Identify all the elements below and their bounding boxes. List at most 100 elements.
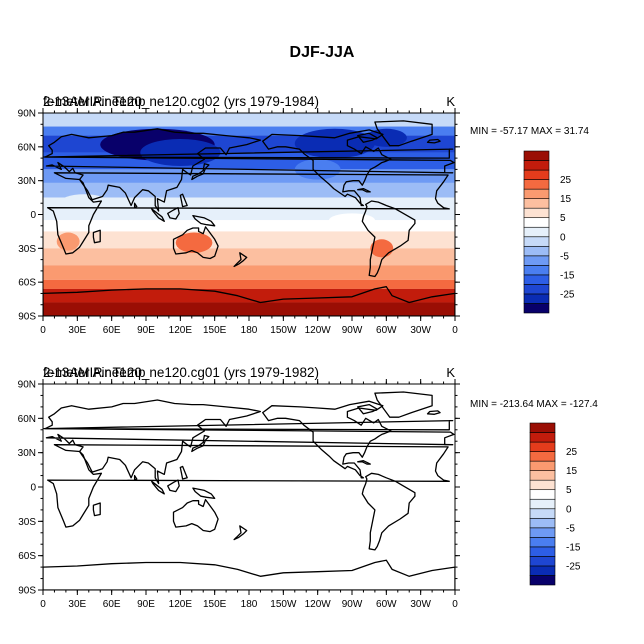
x-tick-label: 150W xyxy=(270,325,297,336)
coastline-iceland xyxy=(426,138,441,144)
y-tick-label: 60N xyxy=(18,142,36,153)
y-tick-label: 0 xyxy=(30,210,36,221)
x-tick-label: 90E xyxy=(137,599,155,610)
min-max-label: MIN = -57.17 MAX = 31.74 xyxy=(470,126,589,137)
y-tick-label: 30N xyxy=(18,448,36,459)
contour-region-1 xyxy=(140,138,221,167)
coastline-new-zealand xyxy=(233,525,248,541)
colorbar-box xyxy=(523,217,550,228)
contour-band-11 xyxy=(43,279,455,289)
x-tick-label: 120E xyxy=(169,325,193,336)
coastline-baffin-island xyxy=(357,403,378,415)
colorbar-box xyxy=(523,293,550,304)
x-tick-label: 60W xyxy=(376,325,397,336)
colorbar-box xyxy=(523,255,550,266)
panel-title-2: fe13AMIP.ne120_ne120.cg01 (yrs 1979-1982… xyxy=(43,365,319,380)
colorbar-label: 25 xyxy=(566,447,578,458)
coastlines xyxy=(43,120,455,316)
colorbar-box xyxy=(529,508,556,519)
coastline-new-guinea xyxy=(192,214,216,227)
coastline-europe-asia xyxy=(44,399,455,485)
colorbar-label: 0 xyxy=(566,504,572,515)
x-axis: 0 30E 60E 90E 120E 150E 180 150W 120W 90W 60W 30W 0 xyxy=(40,379,458,610)
x-tick-label: 60E xyxy=(103,325,121,336)
x-tick-label: 0 xyxy=(452,325,458,336)
contour-region-2 xyxy=(294,128,375,159)
coastline-antarctica xyxy=(43,286,455,316)
x-tick-label: 30E xyxy=(68,325,86,336)
coastline-new-zealand xyxy=(233,252,248,268)
coastline-philippines xyxy=(179,193,188,208)
coastline-north-america xyxy=(262,129,392,207)
panel-titles: 2-meter Air Tempfe13AMIP.ne120_ne120.cg0… xyxy=(43,365,319,380)
colorbar-box xyxy=(523,274,550,285)
temperature-field xyxy=(43,384,455,590)
x-tick-label: 0 xyxy=(40,325,46,336)
contour-band-13 xyxy=(43,302,455,316)
contour-band-0 xyxy=(43,113,455,127)
units-label: K xyxy=(446,94,455,109)
colorbar-box xyxy=(529,565,556,576)
map-background xyxy=(43,384,455,590)
colorbar-box xyxy=(523,236,550,247)
x-tick-label: 180 xyxy=(241,599,258,610)
coastline-japan xyxy=(191,163,210,181)
coastline-cuba xyxy=(357,460,371,465)
colorbar-label: 5 xyxy=(566,485,572,496)
coastline-south-america xyxy=(361,200,416,278)
coastline-borneo xyxy=(167,479,180,493)
coastline-madagascar xyxy=(92,229,101,244)
coastline-africa xyxy=(46,444,450,528)
y-tick-label: 30S xyxy=(18,517,36,528)
colorbar: 25 15 5 0 -5 -15 -25 xyxy=(529,422,581,586)
colorbar-box xyxy=(523,188,550,199)
contour-band-8 xyxy=(43,231,455,249)
colorbar-box xyxy=(523,198,550,209)
colorbar-box xyxy=(523,284,550,295)
x-tick-label: 150E xyxy=(203,599,227,610)
colorbar-box xyxy=(523,179,550,190)
x-tick-label: 30W xyxy=(410,599,431,610)
x-tick-label: 90E xyxy=(137,325,155,336)
y-tick-label: 30N xyxy=(18,176,36,187)
coastline-greenland xyxy=(374,391,433,418)
x-tick-label: 120W xyxy=(305,325,332,336)
contour-region-6 xyxy=(370,239,394,258)
colorbar-box xyxy=(523,169,550,180)
x-tick-label: 90W xyxy=(342,325,363,336)
colorbar-box xyxy=(529,432,556,443)
y-tick-label: 30S xyxy=(18,244,36,255)
coastline-sumatra xyxy=(151,208,165,222)
x-tick-label: 150E xyxy=(203,325,227,336)
colorbar-box xyxy=(529,546,556,557)
min-max-label: MIN = -213.64 MAX = -127.4 xyxy=(470,399,598,410)
colorbar-box xyxy=(529,498,556,510)
coastline-south-america xyxy=(361,472,416,551)
colorbar-label: 25 xyxy=(560,175,572,186)
colorbar-box xyxy=(529,460,556,471)
colorbar-box xyxy=(529,517,556,529)
contour-band-9 xyxy=(43,248,455,266)
x-tick-label: 30E xyxy=(68,599,86,610)
y-tick-label: 90S xyxy=(18,586,36,597)
coastline-africa xyxy=(46,172,450,255)
x-tick-label: 30W xyxy=(410,325,431,336)
coastline-sri-lanka xyxy=(133,202,138,209)
coastline-north-america xyxy=(262,400,392,479)
colorbar-box xyxy=(529,451,556,462)
coastline-antarctica xyxy=(43,559,455,590)
coastline-sumatra xyxy=(151,480,165,495)
units-label: K xyxy=(446,365,455,380)
colorbar-label: 15 xyxy=(560,194,572,205)
figure-title: DJF-JJA xyxy=(290,44,355,61)
coastline-borneo xyxy=(167,207,180,220)
x-tick-label: 120E xyxy=(169,599,193,610)
colorbar-box xyxy=(523,207,550,219)
colorbar-label: -5 xyxy=(566,523,575,534)
coastline-madagascar xyxy=(92,502,101,517)
y-tick-label: 0 xyxy=(30,483,36,494)
x-tick-label: 90W xyxy=(342,599,363,610)
coastline-sri-lanka xyxy=(133,474,138,481)
coastline-australia xyxy=(172,498,219,533)
y-tick-label: 90N xyxy=(18,109,36,120)
